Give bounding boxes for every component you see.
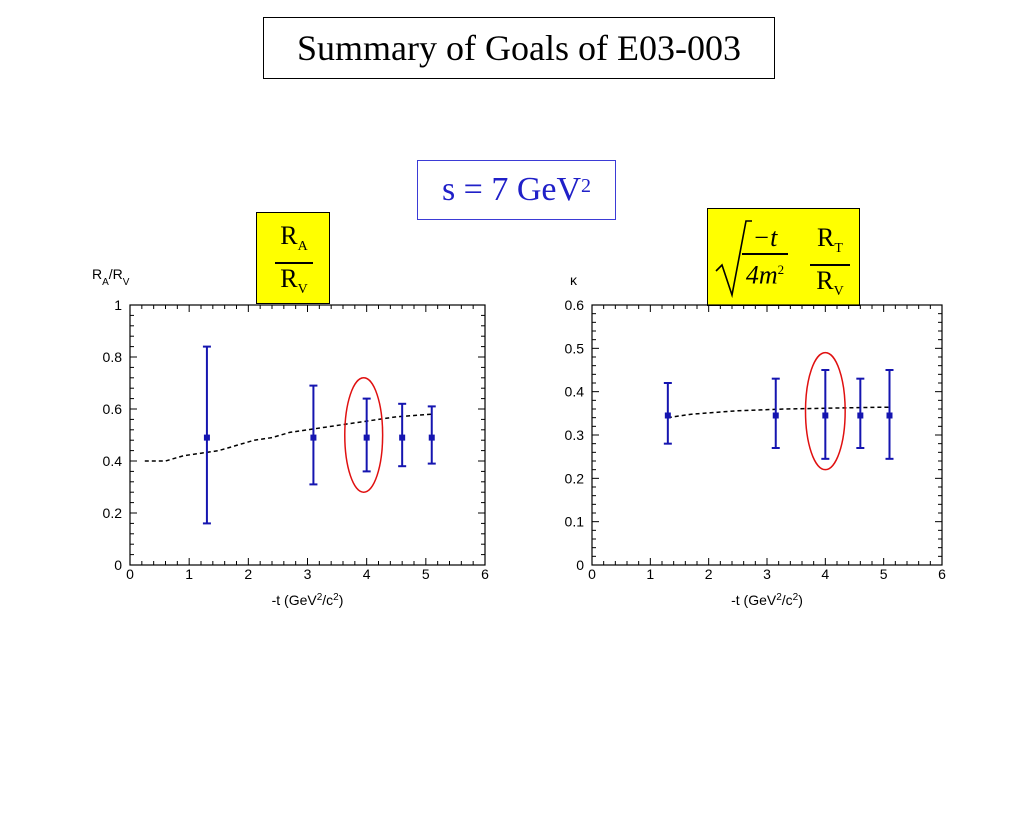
ratio-ra-rv-box: RA RV (256, 212, 330, 304)
sqrt-sign (715, 220, 752, 299)
data-point (363, 434, 370, 441)
data-point (886, 412, 893, 419)
fraction-numerator: RT (817, 223, 843, 257)
sqrt-fraction: −t 4m2 (742, 223, 788, 290)
x-tick-label: 2 (244, 566, 252, 582)
y-tick-label: 0.6 (103, 401, 123, 417)
y-tick-label: 0 (114, 557, 122, 573)
rt-rv-fraction: RT RV (810, 223, 850, 307)
y-tick-label: 0 (576, 557, 584, 573)
y-tick-label: 0.6 (565, 297, 585, 313)
data-point (772, 412, 779, 419)
data-point (203, 434, 210, 441)
y-tick-label: 0.2 (103, 505, 123, 521)
y-axis-label: κ (570, 272, 578, 288)
x-tick-label: 3 (304, 566, 312, 582)
y-tick-label: 0.8 (103, 349, 123, 365)
theory-curve (667, 406, 890, 419)
x-tick-label: 1 (646, 566, 654, 582)
fraction-numerator: RA (280, 221, 308, 255)
fraction-bar (810, 264, 850, 266)
data-point (857, 412, 864, 419)
data-point (822, 412, 829, 419)
data-point (664, 412, 671, 419)
highlight-ellipse (804, 351, 846, 471)
x-tick-label: 4 (363, 566, 371, 582)
x-axis-label: -t (GeV2/c2) (272, 592, 344, 609)
y-tick-label: 0.2 (565, 470, 585, 486)
x-tick-label: 3 (763, 566, 771, 582)
highlight-ellipse (344, 377, 384, 493)
y-tick-label: 1 (114, 297, 122, 313)
x-tick-label: 5 (880, 566, 888, 582)
data-point (428, 434, 435, 441)
slide-title: Summary of Goals of E03-003 (263, 17, 775, 79)
plot-frame (129, 304, 486, 566)
y-tick-label: 0.1 (565, 514, 585, 530)
plot-frame (591, 304, 943, 566)
y-axis-label: RA/RV (92, 266, 130, 288)
chart-kappa: 0 1 2 3 4 5 6 0 0.1 0.2 0.3 0.4 0.5 0.6 -t (GeV2/c2) κ (565, 272, 947, 608)
fraction-bar (275, 262, 313, 264)
fraction-bar (742, 253, 788, 255)
chart-ra-rv: 0 1 2 3 4 5 6 0 0.2 0.4 0.6 0.8 1 -t (GeV2/c2) RA/RV (92, 266, 489, 608)
sqrt-denominator: 4m2 (745, 260, 785, 290)
kinematics-label: s = 7 GeV 2 (417, 160, 616, 220)
y-tick-label: 0.4 (565, 384, 585, 400)
fraction-denominator: RV (280, 263, 308, 297)
x-tick-label: 6 (938, 566, 946, 582)
ratio-fraction: RA RV (275, 221, 313, 305)
kinematics-text: s = 7 GeV (441, 171, 582, 208)
data-point (399, 434, 406, 441)
x-tick-label: 4 (821, 566, 829, 582)
data-point (310, 434, 317, 441)
x-tick-label: 0 (588, 566, 596, 582)
y-tick-label: 0.5 (565, 340, 585, 356)
x-tick-label: 1 (185, 566, 193, 582)
y-tick-label: 0.4 (103, 453, 123, 469)
x-tick-label: 2 (705, 566, 713, 582)
y-tick-label: 0.3 (565, 427, 585, 443)
theory-curve (144, 413, 432, 462)
ratio-kappa-formula-box: −t 4m2 RT RV (707, 208, 860, 306)
x-axis-label: -t (GeV2/c2) (731, 592, 803, 609)
fraction-denominator: RV (816, 265, 844, 299)
x-tick-label: 6 (481, 566, 489, 582)
sqrt-numerator: −t (752, 223, 778, 252)
x-tick-label: 0 (126, 566, 134, 582)
x-tick-label: 5 (422, 566, 430, 582)
kinematics-exponent: 2 (581, 174, 592, 197)
